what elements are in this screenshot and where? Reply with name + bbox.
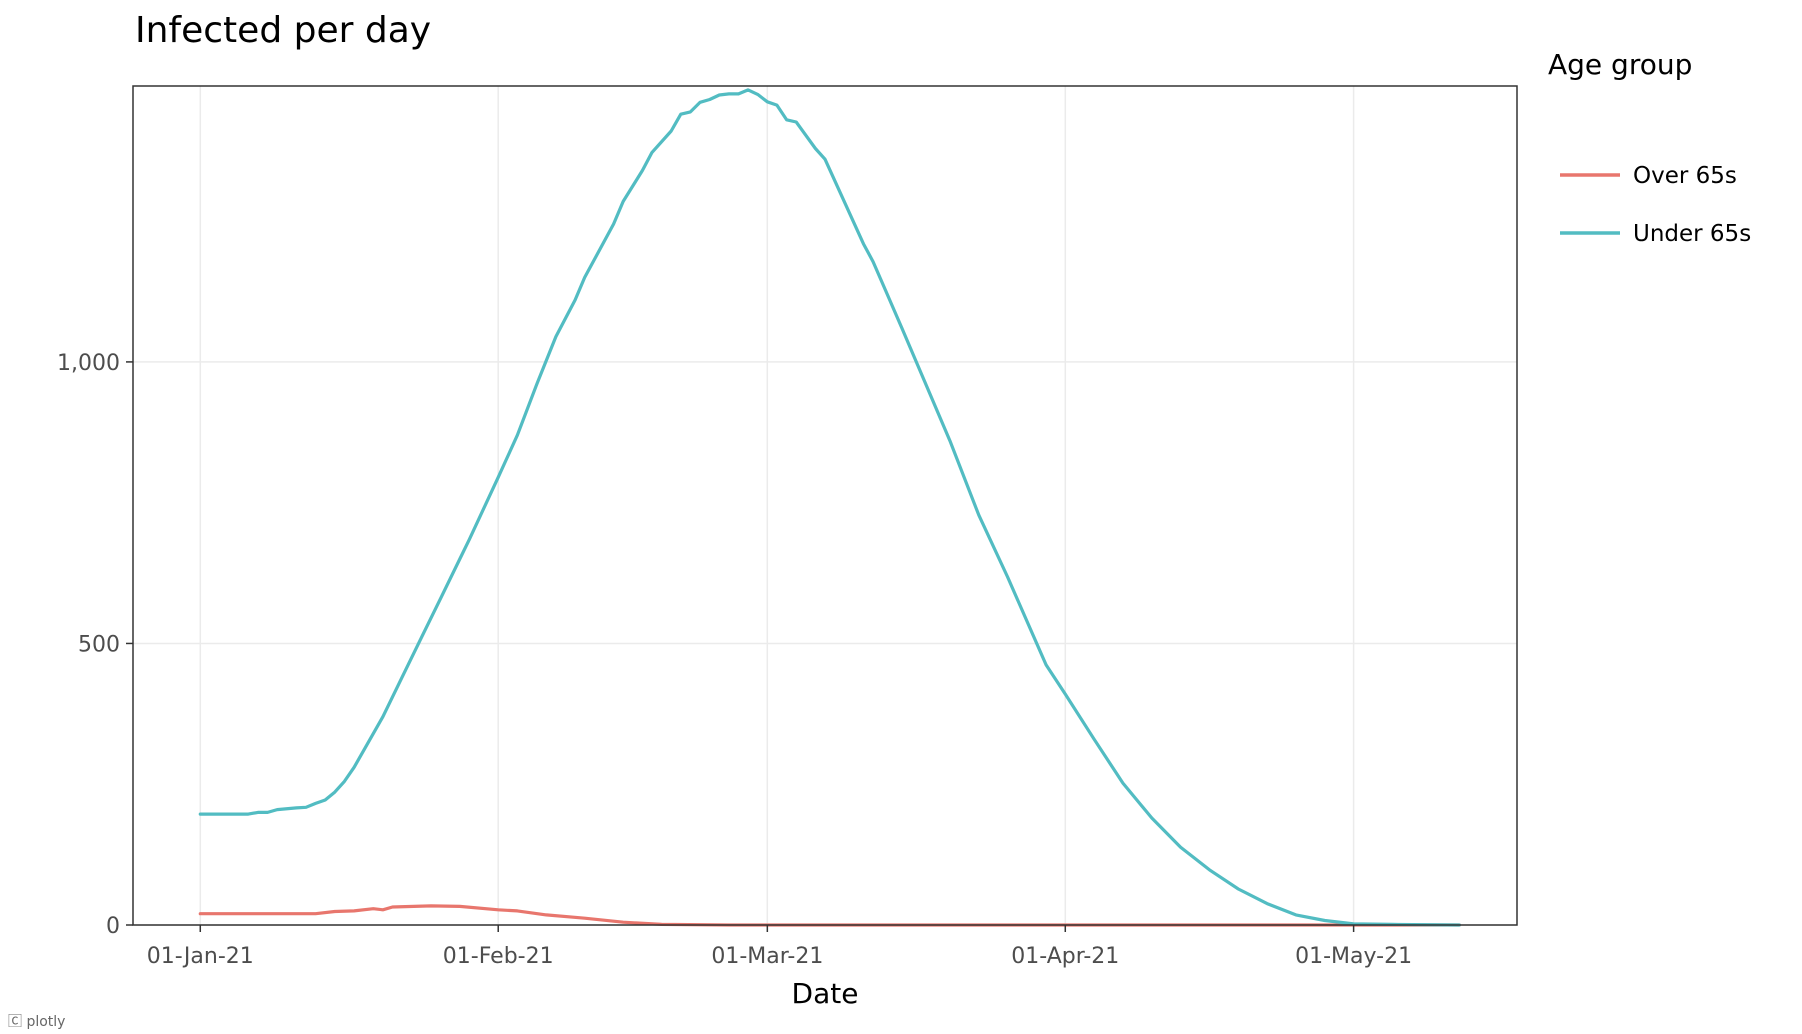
x-tick-label: 01-Feb-21 (443, 944, 554, 969)
y-tick-label: 0 (106, 914, 120, 939)
x-tick-label: 01-May-21 (1295, 944, 1412, 969)
plot-border (132, 85, 1518, 926)
legend-label-under-65s: Under 65s (1633, 221, 1751, 247)
legend-title: Age group (1548, 48, 1692, 81)
y-tick-label: 500 (78, 632, 120, 657)
legend-item-over-65s[interactable]: Over 65s (1560, 163, 1737, 189)
x-tick-label: 01-Mar-21 (711, 944, 823, 969)
legend[interactable]: Age group Over 65s Under 65s (1548, 48, 1751, 247)
legend-label-over-65s: Over 65s (1633, 163, 1737, 189)
series-line-under-65s (198, 88, 1461, 927)
plotly-watermark: 🄲 plotly (8, 1014, 65, 1030)
y-axis-ticks: 0 500 1,000 (57, 351, 133, 939)
legend-items[interactable]: Over 65s Under 65s (1560, 163, 1751, 247)
x-tick-label: 01-Jan-21 (147, 944, 254, 969)
x-tick-label: 01-Apr-21 (1011, 944, 1119, 969)
series-lines (198, 88, 1461, 927)
legend-item-under-65s[interactable]: Under 65s (1560, 221, 1751, 247)
y-tick-label: 1,000 (57, 351, 120, 376)
x-axis-label: Date (792, 977, 859, 1010)
x-axis-ticks: 01-Jan-21 01-Feb-21 01-Mar-21 01-Apr-21 01-M… (147, 925, 1412, 969)
series-line-over-65s (198, 904, 1461, 927)
chart-title: Infected per day (135, 10, 431, 51)
grid-lines (133, 86, 1517, 926)
